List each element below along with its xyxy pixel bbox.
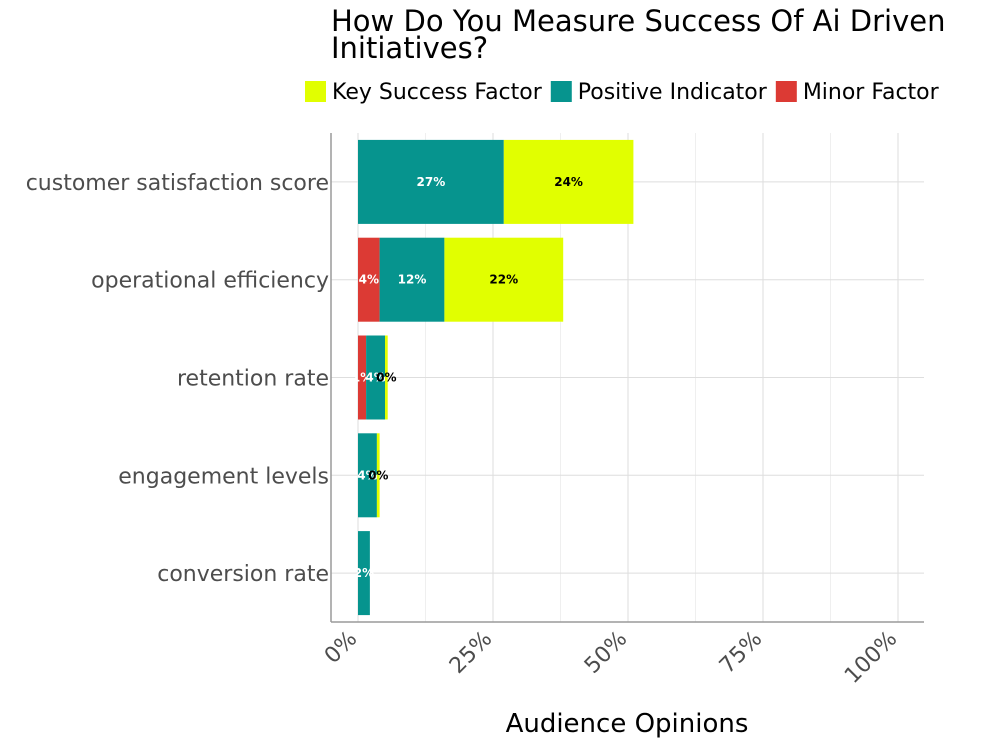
x-tick-label: 0% <box>320 627 362 669</box>
legend-label-minor-factor: Minor Factor <box>803 80 940 105</box>
y-tick-label-customer-satisfaction-score: customer satisfaction score <box>26 171 329 196</box>
y-tick-label-engagement-levels: engagement levels <box>118 464 329 489</box>
bars: 27% 24%4% 12% 22%1%4%0%4%0%2% <box>352 139 634 616</box>
legend-swatch-minor-factor <box>775 81 797 102</box>
x-tick-label: 25% <box>445 627 497 679</box>
bar-minor-factor-operational-efficiency <box>358 237 380 322</box>
data-label-minor-factor-operational-efficiency: 4% <box>359 273 379 287</box>
data-label-positive-indicator-customer-satisfaction-score: 27% <box>417 175 446 189</box>
y-tick-label-retention-rate: retention rate <box>177 367 329 392</box>
data-label-positive-indicator-engagement-levels: 4% <box>357 468 377 482</box>
chart-title-line-2: Initiatives? <box>331 31 488 65</box>
chart-title-line-1: How Do You Measure Success Of Ai Driven <box>331 4 945 38</box>
bar-positive-indicator-conversion-rate <box>358 531 370 616</box>
data-label-positive-indicator-conversion-rate: 2% <box>354 566 374 580</box>
bar-positive-indicator-engagement-levels <box>358 433 377 518</box>
x-tick-label: 75% <box>715 627 767 679</box>
data-label-key-success-factor-engagement-levels: 0% <box>368 468 388 482</box>
bar-key-success-factor-customer-satisfaction-score <box>503 139 634 224</box>
chart-title: How Do You Measure Success Of Ai Driven … <box>331 4 955 65</box>
legend-swatch-key-success-factor <box>305 81 326 102</box>
x-axis-title: Audience Opinions <box>506 709 749 739</box>
data-label-key-success-factor-retention-rate: 0% <box>376 371 396 385</box>
x-tick-label: 50% <box>580 627 632 679</box>
bar-key-success-factor-operational-efficiency <box>444 237 564 322</box>
legend: Key Success Factor Positive Indicator Mino… <box>305 80 940 105</box>
bar-key-success-factor-retention-rate <box>385 335 388 420</box>
data-label-key-success-factor-customer-satisfaction-score: 24% <box>554 175 583 189</box>
bar-positive-indicator-retention-rate <box>366 335 385 420</box>
bar-key-success-factor-engagement-levels <box>376 433 380 518</box>
bar-positive-indicator-operational-efficiency <box>379 237 445 322</box>
data-label-positive-indicator-operational-efficiency: 12% <box>398 273 427 287</box>
bar-minor-factor-retention-rate <box>358 335 367 420</box>
legend-label-key-success-factor: Key Success Factor <box>332 80 543 105</box>
y-tick-label-conversion-rate: conversion rate <box>157 562 329 587</box>
legend-swatch-positive-indicator <box>550 81 572 102</box>
legend-label-positive-indicator: Positive Indicator <box>578 80 768 105</box>
y-tick-label-operational-efficiency: operational efficiency <box>91 269 329 294</box>
bar-positive-indicator-customer-satisfaction-score <box>358 139 504 224</box>
data-label-positive-indicator-retention-rate: 4% <box>365 371 385 385</box>
x-tick-label: 100% <box>840 627 902 689</box>
plot-area: 27% 24%4% 12% 22%1%4%0%4%0%2% customer sati… <box>26 133 924 689</box>
data-label-key-success-factor-operational-efficiency: 22% <box>489 273 518 287</box>
